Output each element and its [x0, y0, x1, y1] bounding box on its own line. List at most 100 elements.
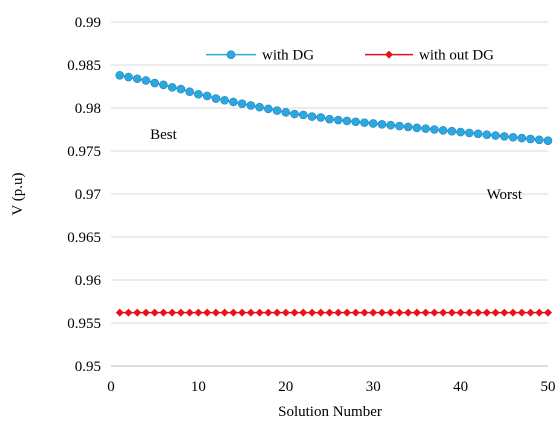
data-point [298, 110, 308, 120]
tick-labels: 0.95 0.955 0.96 0.965 0.97 0.975 0.98 0.985 0.99… [67, 15, 555, 395]
data-point [308, 308, 317, 317]
x-tick-label: 10 [191, 379, 206, 395]
y-tick-label: 0.975 [67, 144, 101, 160]
data-point [133, 308, 142, 317]
data-point [124, 72, 133, 82]
data-point [430, 308, 439, 317]
data-point [168, 308, 177, 317]
data-point [115, 71, 125, 80]
data-point [272, 106, 282, 115]
series-with-dg [115, 71, 553, 145]
legend-marker [226, 50, 236, 59]
data-point [368, 119, 378, 128]
data-point [211, 308, 220, 317]
data-point [342, 116, 352, 126]
data-point [290, 109, 299, 119]
data-point [325, 308, 334, 317]
x-tick-label: 0 [107, 379, 115, 395]
data-point [360, 118, 369, 127]
data-point [194, 89, 203, 99]
data-point [255, 102, 264, 112]
data-point [124, 308, 133, 317]
data-point [534, 135, 544, 145]
data-point [447, 308, 456, 317]
data-point [194, 308, 203, 317]
annotation-best: Best [150, 127, 178, 143]
data-point [220, 308, 229, 317]
data-point [176, 84, 186, 94]
data-point [333, 115, 343, 125]
data-point [412, 123, 422, 133]
data-point [115, 308, 124, 317]
data-point [456, 127, 465, 137]
data-point [229, 308, 238, 317]
data-point [290, 308, 299, 317]
data-point [167, 83, 177, 92]
data-point [421, 308, 430, 317]
legend-item-without-dg: with out DG [365, 48, 494, 64]
annotations: Best Worst [150, 127, 523, 203]
data-point [132, 74, 142, 84]
legend: with DG with out DG [206, 48, 494, 64]
data-point [246, 101, 256, 110]
data-point [535, 308, 544, 317]
data-point [351, 117, 361, 127]
data-point [482, 130, 492, 139]
data-point [395, 121, 404, 131]
data-point [185, 308, 194, 317]
x-tick-label: 40 [453, 379, 468, 395]
data-point [159, 80, 168, 90]
x-tick-label: 50 [541, 379, 556, 395]
data-point [456, 308, 465, 317]
data-point [482, 308, 491, 317]
data-point [281, 108, 291, 117]
data-point [273, 308, 282, 317]
data-point [264, 308, 273, 317]
legend-marker [385, 50, 393, 59]
data-point [377, 308, 386, 317]
data-point [403, 122, 413, 132]
legend-item-with-dg: with DG [206, 48, 314, 64]
data-point [360, 308, 369, 317]
data-point [203, 308, 212, 317]
data-point [150, 78, 159, 88]
legend-label: with out DG [419, 48, 494, 64]
annotation-worst: Worst [487, 187, 523, 203]
data-point [526, 308, 535, 317]
data-point [316, 308, 325, 317]
data-point [220, 95, 229, 105]
data-point [334, 308, 343, 317]
y-tick-label: 0.98 [75, 101, 101, 117]
data-point [473, 129, 483, 139]
data-point [185, 87, 194, 96]
y-tick-label: 0.95 [75, 359, 101, 375]
data-point [141, 76, 151, 85]
data-point [439, 308, 448, 317]
data-point [229, 97, 238, 107]
data-point [202, 91, 212, 101]
data-point [299, 308, 308, 317]
y-axis-title: V (p.u) [10, 172, 26, 215]
x-tick-label: 20 [278, 379, 293, 395]
data-point [159, 308, 168, 317]
y-tick-label: 0.985 [67, 58, 101, 74]
data-point [517, 308, 526, 317]
data-point [211, 94, 221, 103]
data-point [412, 308, 421, 317]
data-point [430, 125, 439, 134]
data-point [500, 308, 509, 317]
data-point [544, 308, 552, 317]
gridlines [111, 21, 548, 324]
data-point [517, 133, 527, 143]
data-point [325, 114, 334, 124]
data-point [351, 308, 360, 317]
data-point [404, 308, 413, 317]
y-tick-label: 0.965 [67, 230, 101, 246]
data-point [526, 134, 535, 144]
data-point [237, 99, 247, 108]
y-tick-label: 0.96 [75, 273, 102, 289]
data-point [438, 126, 448, 135]
y-tick-label: 0.97 [75, 187, 102, 203]
